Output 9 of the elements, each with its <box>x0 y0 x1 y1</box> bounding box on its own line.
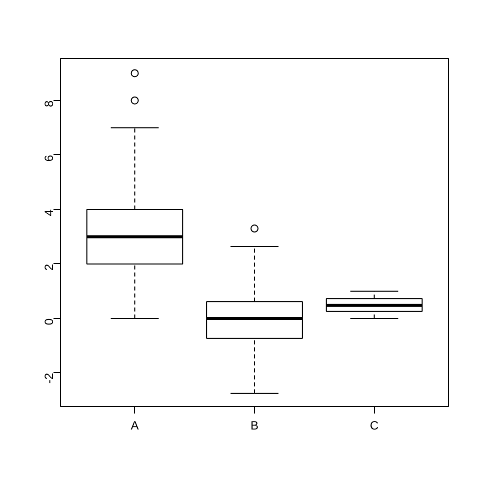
x-tick-label: B <box>250 418 259 432</box>
y-tick-label: 0 <box>42 318 56 326</box>
y-tick-label: 6 <box>42 154 56 162</box>
x-tick-label: C <box>370 418 379 432</box>
y-tick-label: 2 <box>42 264 56 271</box>
y-tick-label: 4 <box>42 209 56 216</box>
x-tick-label: A <box>130 418 139 432</box>
y-tick-label: 8 <box>42 100 56 108</box>
y-tick-label: -2 <box>42 372 56 384</box>
